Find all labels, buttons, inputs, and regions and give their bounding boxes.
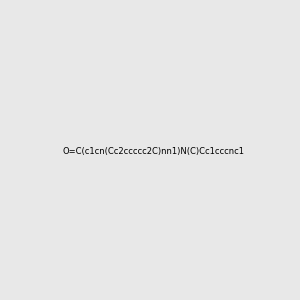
Text: O=C(c1cn(Cc2ccccc2C)nn1)N(C)Cc1cccnc1: O=C(c1cn(Cc2ccccc2C)nn1)N(C)Cc1cccnc1 xyxy=(63,147,245,156)
